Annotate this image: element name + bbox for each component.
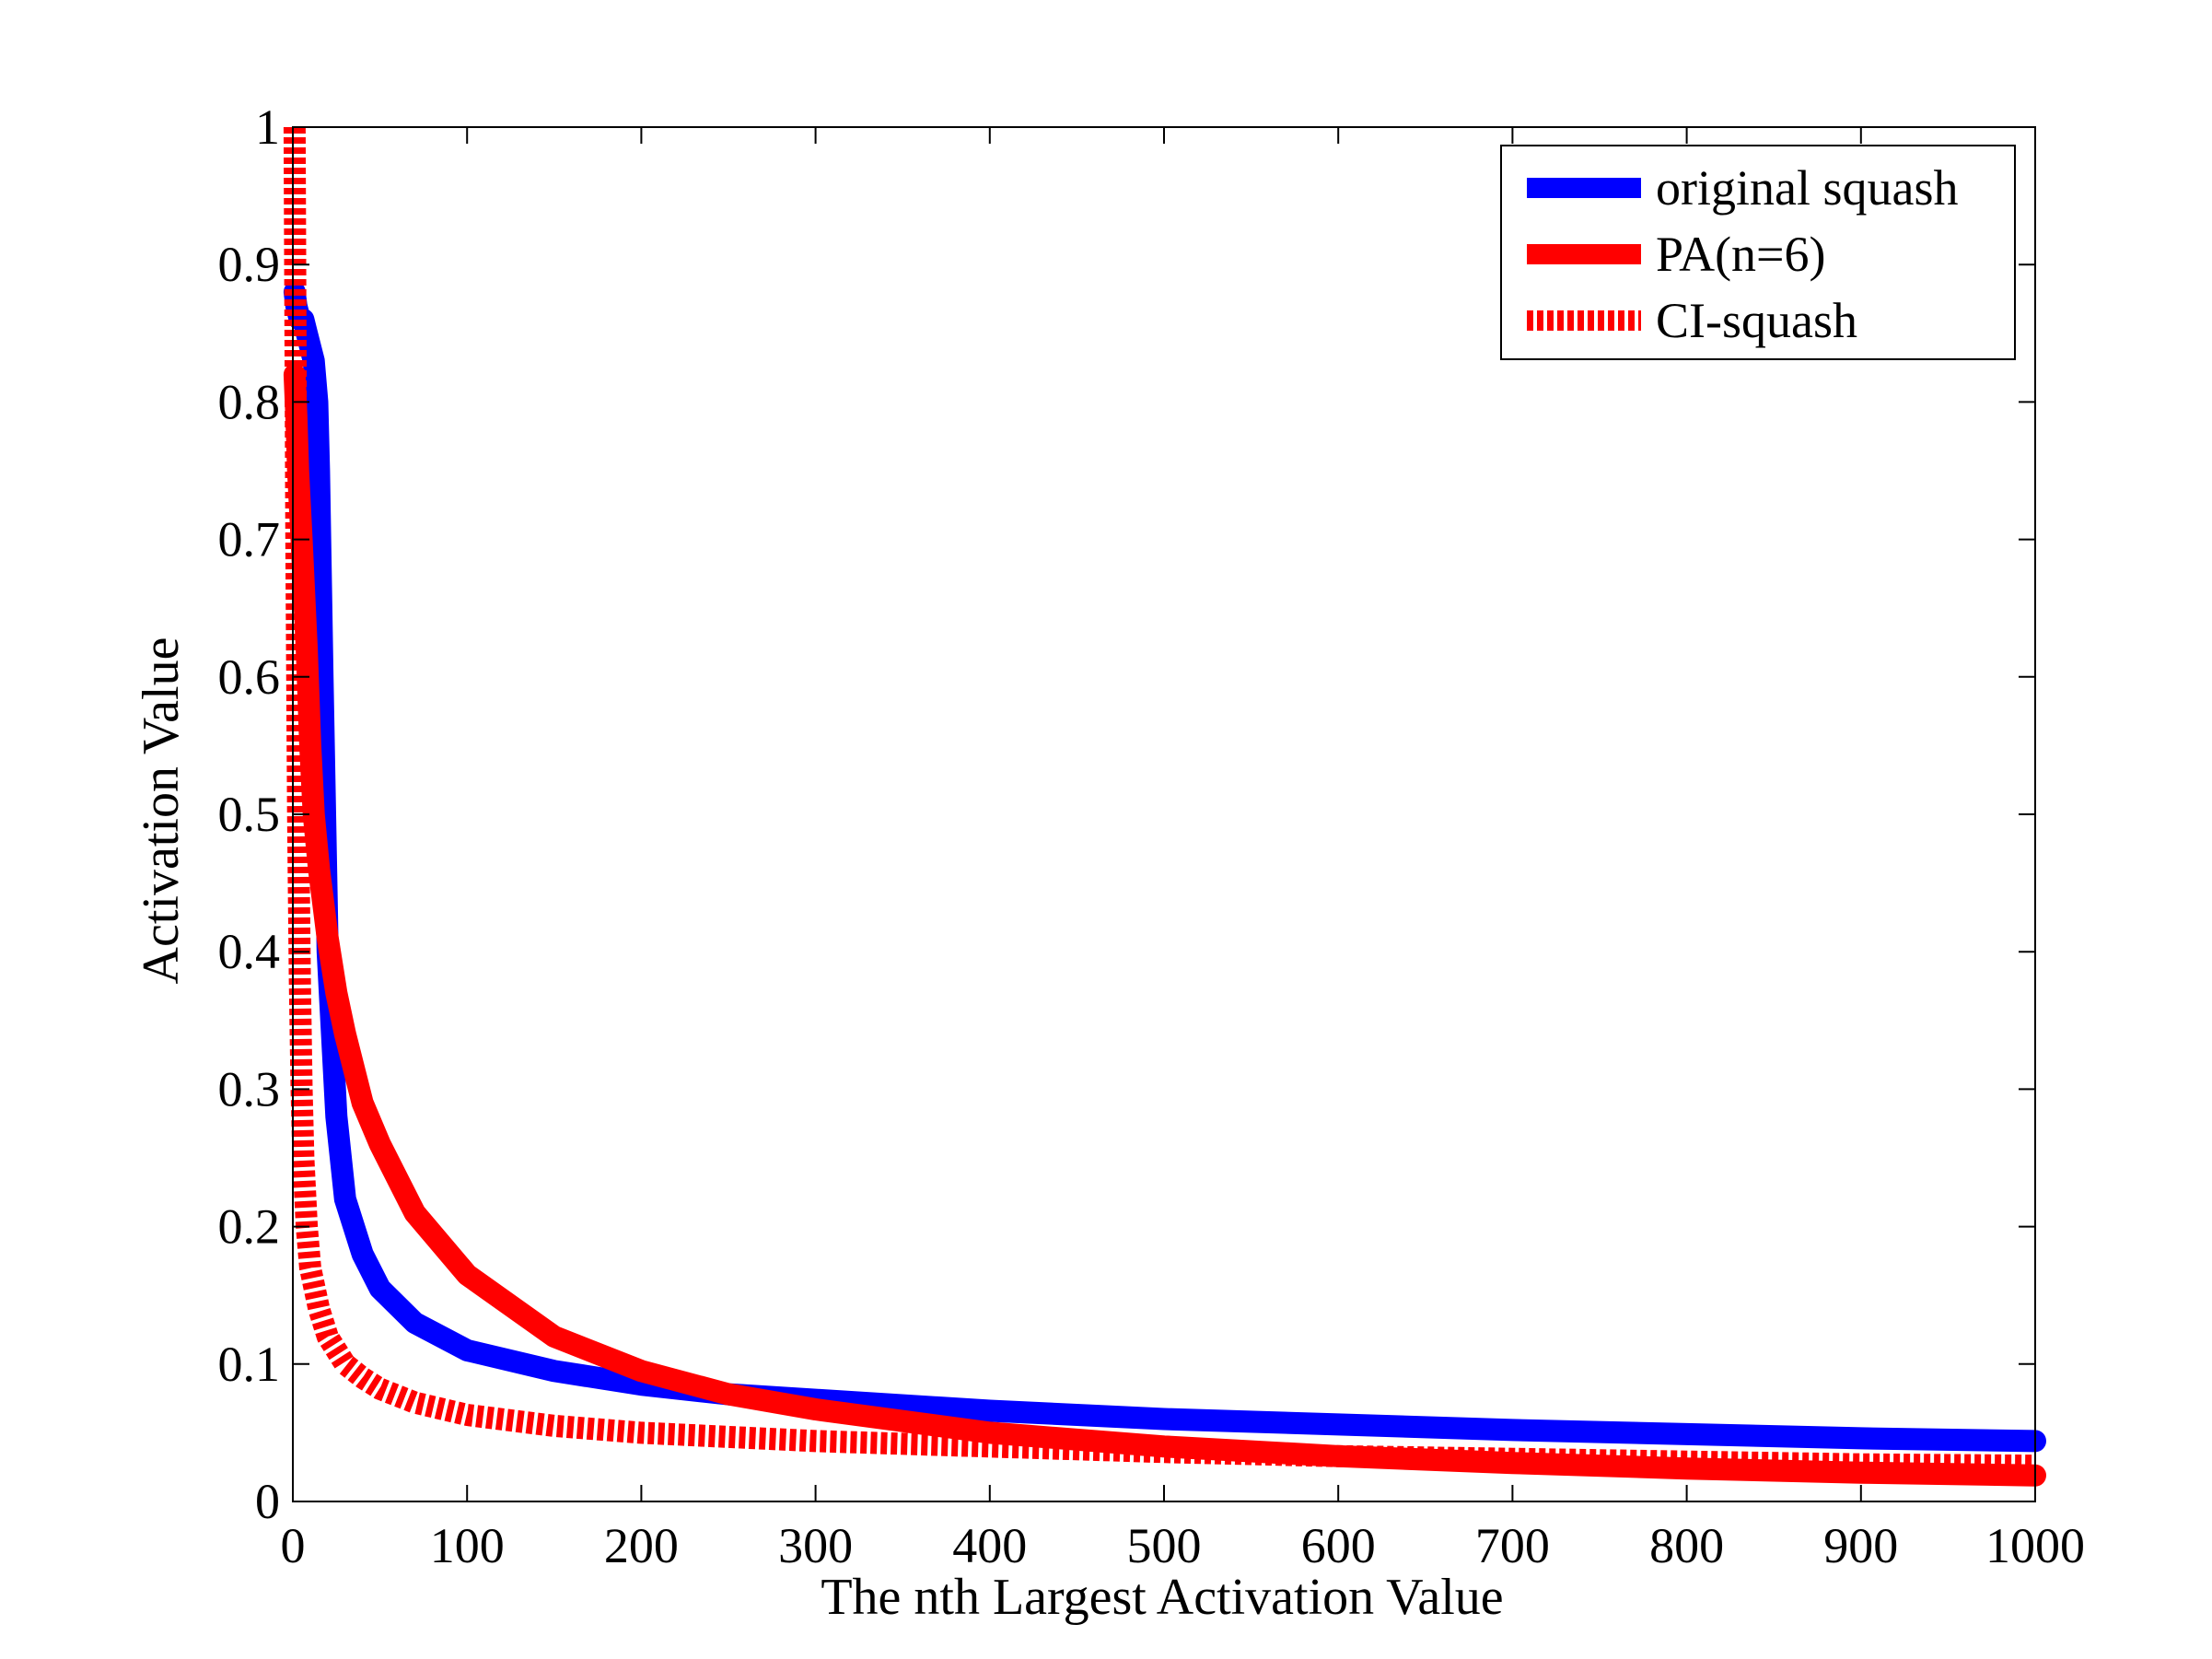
x-tick-label: 0 [281,1518,306,1573]
x-tick-label: 900 [1823,1518,1898,1573]
legend-label-3: CI-squash [1656,293,1857,348]
x-tick-label: 700 [1475,1518,1550,1573]
x-tick-label: 1000 [1985,1518,2085,1573]
y-tick-label: 0.5 [218,787,281,842]
y-tick-label: 0 [255,1474,280,1529]
y-tick-label: 1 [255,99,280,155]
series-line-3 [283,126,2036,1478]
y-tick-label: 0.6 [218,649,281,705]
y-tick-label: 0.8 [218,374,281,429]
y-tick-label: 0.2 [218,1199,281,1255]
x-tick-label: 500 [1127,1518,1202,1573]
y-tick-label: 0.4 [218,924,281,979]
y-tick-label: 0.7 [218,512,281,567]
legend: original squash PA(n=6) CI-squash [1500,145,2016,360]
axes-layer: 0 100 200 300 400 500 600 700 800 900 1000 0 0.1 0.2 0… [218,99,2086,1573]
y-axis-label: Activation Value [133,637,190,985]
legend-label-1: original squash [1656,160,1958,216]
x-tick-label: 600 [1301,1518,1376,1573]
x-tick-label: 400 [952,1518,1027,1573]
x-tick-label: 100 [430,1518,505,1573]
legend-label-2: PA(n=6) [1656,227,1826,282]
y-tick-label: 0.3 [218,1061,281,1116]
series-line-1 [283,281,2046,1453]
x-tick-label: 800 [1649,1518,1724,1573]
x-tick-label: 300 [778,1518,853,1573]
y-tick-label: 0.1 [218,1337,281,1392]
y-tick-label: 0.9 [218,237,281,292]
x-tick-label: 200 [604,1518,679,1573]
x-axis-label: The nth Largest Activation Value [821,1569,1503,1626]
series-layer [283,126,2046,1487]
